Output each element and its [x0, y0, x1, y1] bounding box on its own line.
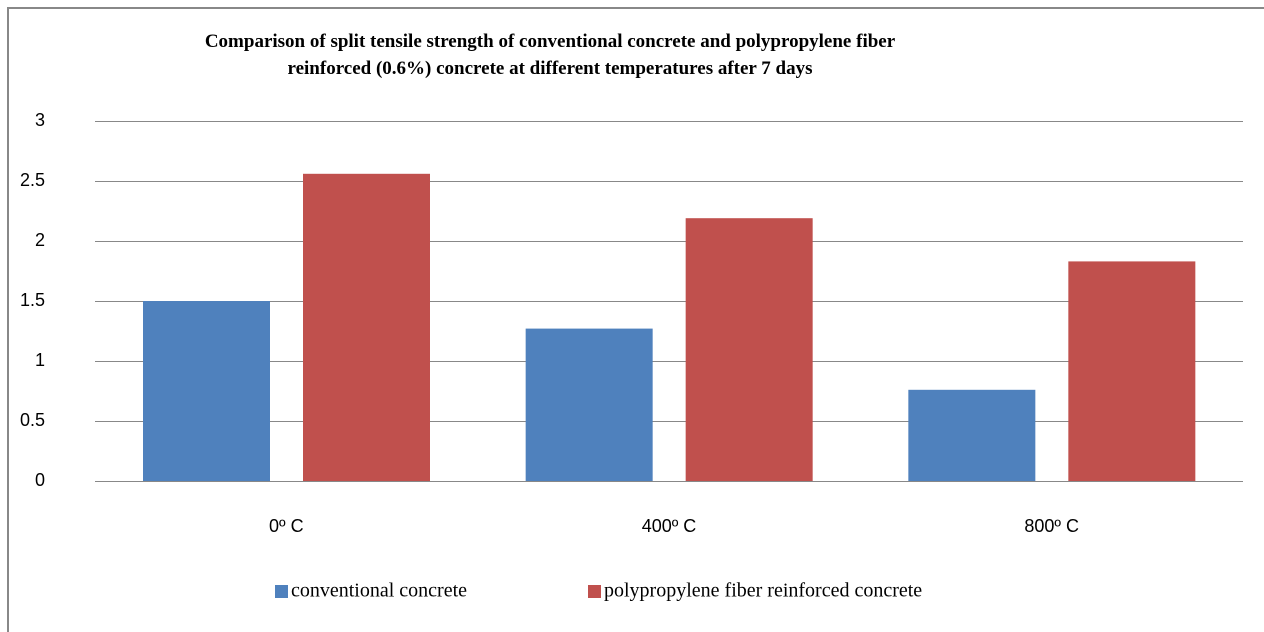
y-tick-label: 2.5	[20, 170, 45, 190]
legend-swatch	[275, 585, 288, 598]
bar	[143, 301, 270, 481]
chart-title: Comparison of split tensile strength of …	[204, 31, 896, 79]
x-tick-label: 800º C	[1024, 516, 1079, 536]
y-tick-label: 0.5	[20, 410, 45, 430]
x-tick-label: 400º C	[642, 516, 697, 536]
y-tick-label: 3	[35, 110, 45, 130]
chart-frame	[7, 7, 1264, 632]
bar	[685, 218, 813, 481]
y-tick-label: 1.5	[20, 290, 45, 310]
legend-label: polypropylene fiber reinforced concrete	[604, 580, 922, 602]
bar	[908, 389, 1036, 481]
legend-label: conventional concrete	[291, 580, 467, 602]
y-tick-label: 0	[35, 470, 45, 490]
bar	[525, 328, 653, 481]
bar	[1068, 261, 1196, 481]
bar	[303, 173, 430, 482]
y-tick-label: 1	[35, 350, 45, 370]
x-tick-label: 0º C	[269, 516, 304, 536]
y-tick-label: 2	[35, 230, 45, 250]
legend-swatch	[588, 585, 601, 598]
